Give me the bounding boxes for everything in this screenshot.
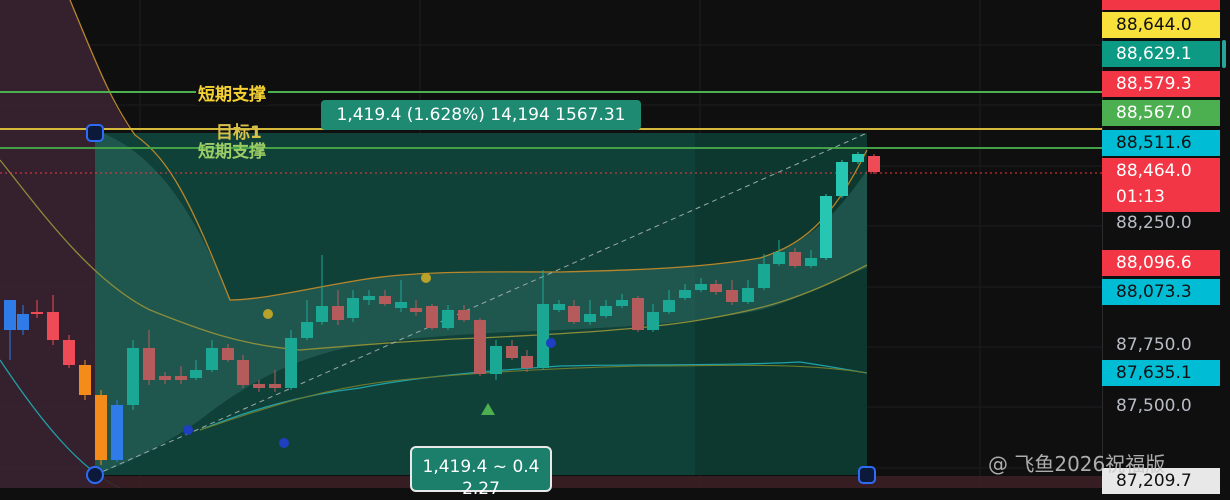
candle-body	[347, 298, 359, 318]
candlestick-series	[4, 152, 880, 465]
measure-info-label: 1,419.4 (1.628%) 14,194 1567.31	[321, 100, 641, 130]
candle-body	[852, 154, 864, 162]
price-tag: 87,635.1	[1102, 360, 1220, 386]
signal-dot	[421, 273, 431, 283]
candle-body	[521, 356, 533, 368]
candle-body	[332, 306, 344, 320]
candle-body	[647, 312, 659, 330]
candle-body	[426, 306, 438, 328]
price-tag: 88,579.3	[1102, 71, 1220, 97]
support-label-top: 短期支撑	[196, 80, 268, 105]
candle-body	[190, 370, 202, 378]
candle-body	[820, 196, 832, 258]
price-tag: 88,567.0	[1102, 100, 1220, 126]
candle-body	[616, 300, 628, 306]
candle-body	[175, 376, 187, 380]
candle-body	[758, 264, 770, 288]
price-tick-label: 87,500.0	[1116, 396, 1192, 416]
measure-range-line2: 2.27	[462, 479, 500, 499]
candle-body	[663, 300, 675, 312]
bollinger-fill-left	[0, 0, 130, 488]
price-tag: 88,511.6	[1102, 130, 1220, 156]
candle-body	[537, 304, 549, 368]
candle-body	[442, 310, 454, 328]
target-label: 目标1	[216, 123, 262, 143]
measure-range-label: 1,419.4 ~ 0.4 2.27	[410, 446, 552, 499]
candle-body	[269, 384, 281, 388]
measure-handle-bottom-left[interactable]	[86, 466, 104, 484]
candle-body	[31, 312, 43, 314]
candle-body	[379, 296, 391, 304]
candle-body	[632, 298, 644, 330]
candle-body	[679, 290, 691, 298]
signal-dot	[546, 338, 556, 348]
signal-dot	[263, 309, 273, 319]
buy-arrow-icon	[481, 403, 495, 415]
bollinger-fill	[95, 130, 867, 475]
candle-body	[237, 360, 249, 385]
candle-body	[95, 395, 107, 460]
watermark: @ 飞鱼2026祝福版	[988, 452, 1166, 476]
measure-diagonal	[94, 132, 868, 476]
candle-body	[410, 308, 422, 312]
measure-range-line1: 1,419.4 ~ 0.4	[422, 457, 540, 477]
candle-body	[17, 314, 29, 330]
candle-body	[143, 348, 155, 380]
candle-body	[836, 162, 848, 196]
price-tag: 88,644.0	[1102, 12, 1220, 38]
price-tick-label: 87,750.0	[1116, 335, 1192, 355]
current-price-value: 88,464.0	[1116, 161, 1192, 181]
candle-body	[868, 156, 880, 172]
candle-body	[395, 302, 407, 308]
candle-body	[63, 340, 75, 365]
bollinger-upper	[69, 0, 868, 301]
price-tag: 88,629.1	[1102, 41, 1220, 67]
price-chart[interactable]	[0, 0, 1102, 488]
candle-body	[159, 376, 171, 380]
candle-body	[111, 405, 123, 460]
candle-body	[490, 346, 502, 374]
candle-body	[301, 322, 313, 338]
candle-body	[127, 348, 139, 405]
candle-body	[458, 310, 470, 320]
candle-body	[206, 348, 218, 370]
axis-scroll-indicator[interactable]	[1222, 40, 1226, 68]
candle-body	[789, 252, 801, 266]
candle-body	[695, 284, 707, 290]
candle-body	[710, 284, 722, 292]
candle-body	[363, 296, 375, 300]
candle-body	[79, 365, 91, 395]
price-tag-top-cut	[1102, 0, 1220, 10]
signal-dot	[279, 438, 289, 448]
measure-handle-top-left[interactable]	[86, 124, 104, 142]
candle-body	[316, 306, 328, 322]
candle-body	[726, 290, 738, 302]
candle-body	[773, 252, 785, 264]
candle-body	[600, 306, 612, 316]
measure-handle-bottom-right[interactable]	[858, 466, 876, 484]
candle-body	[805, 258, 817, 266]
price-tag: 88,096.6	[1102, 250, 1220, 276]
candle-body	[4, 300, 16, 330]
candle-body	[506, 346, 518, 358]
candle-body	[222, 348, 234, 360]
candle-body	[742, 288, 754, 302]
countdown-timer: 01:13	[1116, 187, 1165, 207]
candle-body	[584, 314, 596, 322]
candle-body	[47, 312, 59, 340]
price-tick-label: 88,250.0	[1116, 213, 1192, 233]
candle-body	[253, 384, 265, 388]
signal-dot	[183, 425, 193, 435]
current-price-tag: 88,464.0 01:13	[1102, 158, 1220, 212]
candle-body	[568, 306, 580, 322]
candle-body	[285, 338, 297, 388]
candle-body	[553, 304, 565, 310]
price-tag: 88,073.3	[1102, 279, 1220, 305]
support-label-bottom: 短期支撑	[198, 142, 266, 162]
bollinger-mid	[0, 159, 868, 351]
candle-body	[474, 320, 486, 374]
